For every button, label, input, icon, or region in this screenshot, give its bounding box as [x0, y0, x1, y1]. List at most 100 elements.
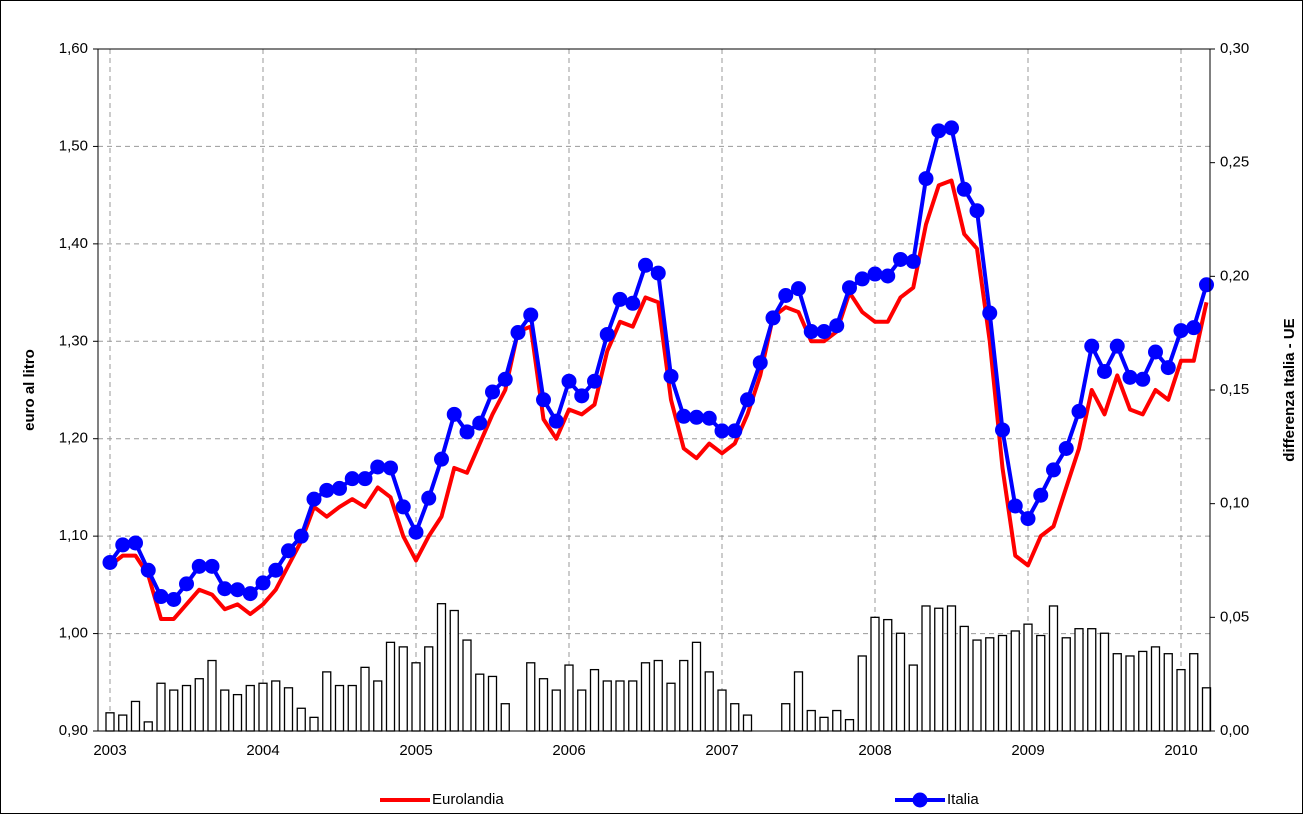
bar [207, 659, 217, 732]
marker [510, 325, 526, 341]
bar [424, 646, 434, 732]
y2-tick-label: 0,30 [1220, 40, 1249, 57]
bar [577, 689, 587, 732]
bar [347, 684, 357, 732]
bar [169, 689, 179, 732]
y-tick-label: 1,60 [59, 40, 88, 57]
y2-tick-label: 0,00 [1220, 722, 1249, 739]
x-tick-label: 2004 [246, 742, 279, 759]
bar [985, 637, 995, 732]
bar [806, 709, 816, 732]
bar [997, 634, 1008, 732]
marker [179, 576, 194, 592]
marker [1173, 323, 1189, 339]
marker [204, 558, 220, 574]
bar [1074, 628, 1084, 732]
bar [130, 700, 141, 732]
marker [293, 528, 309, 544]
bar [105, 712, 115, 732]
marker [1046, 462, 1061, 478]
marker [306, 491, 322, 507]
marker [740, 392, 755, 408]
marker [918, 171, 934, 187]
marker [1160, 360, 1176, 376]
x-tick-label: 2007 [705, 742, 738, 759]
x-tick-label: 2008 [858, 742, 891, 759]
marker [778, 287, 794, 303]
marker [969, 203, 985, 219]
bar [589, 668, 600, 732]
marker [153, 589, 169, 605]
bar [271, 680, 281, 732]
y2-tick-label: 0,10 [1220, 495, 1249, 512]
bar [934, 607, 944, 732]
bar [1036, 634, 1046, 732]
bar [245, 684, 255, 732]
marker [408, 524, 424, 540]
bar [500, 703, 510, 732]
marker [880, 268, 896, 284]
marker [255, 575, 271, 591]
bar [921, 605, 931, 732]
marker [561, 373, 577, 389]
bar [691, 641, 702, 732]
y-tick-label: 1,50 [59, 137, 88, 154]
x-tick-label: 2006 [552, 742, 585, 759]
marker [829, 318, 845, 334]
marker [395, 499, 411, 515]
marker [1122, 369, 1138, 385]
bar [895, 632, 906, 732]
bar [1150, 646, 1161, 732]
bar [143, 721, 153, 732]
bar [959, 625, 969, 732]
marker [676, 408, 692, 424]
y2-tick-label: 0,20 [1220, 267, 1249, 284]
bar [296, 707, 306, 732]
marker [1186, 320, 1202, 336]
bar [462, 639, 472, 732]
bar [832, 709, 842, 732]
marker [217, 581, 233, 597]
marker [1007, 498, 1023, 514]
marker [230, 582, 245, 598]
bar [283, 687, 294, 732]
bar [1201, 687, 1212, 732]
marker [1058, 440, 1074, 456]
marker [867, 266, 883, 282]
bar [1125, 655, 1135, 732]
marker [842, 280, 857, 296]
marker [166, 591, 182, 607]
marker [332, 480, 347, 496]
marker [115, 537, 131, 553]
marker [931, 123, 947, 139]
bar [334, 684, 345, 732]
bar [730, 703, 740, 732]
marker [765, 310, 781, 326]
bar [449, 609, 459, 732]
bar [564, 664, 574, 732]
bar [946, 605, 957, 732]
bar [309, 716, 319, 732]
bar [475, 673, 485, 732]
bar [373, 680, 383, 732]
marker [421, 490, 437, 506]
marker [383, 460, 398, 476]
bar [538, 678, 549, 732]
y2-tick-label: 0,05 [1220, 608, 1249, 625]
y-tick-label: 1,20 [59, 430, 88, 447]
marker [816, 324, 832, 340]
bar [857, 655, 867, 732]
marker [485, 384, 500, 400]
x-tick-label: 2005 [399, 742, 432, 759]
x-tick-label: 2009 [1011, 742, 1044, 759]
marker [242, 586, 258, 602]
marker [268, 562, 284, 578]
marker [663, 368, 679, 384]
bar [819, 716, 829, 732]
bar [742, 714, 753, 732]
bar [870, 616, 880, 732]
legend-label: Eurolandia [432, 791, 504, 808]
marker [102, 554, 118, 570]
bar [322, 671, 332, 732]
bar [194, 678, 204, 732]
